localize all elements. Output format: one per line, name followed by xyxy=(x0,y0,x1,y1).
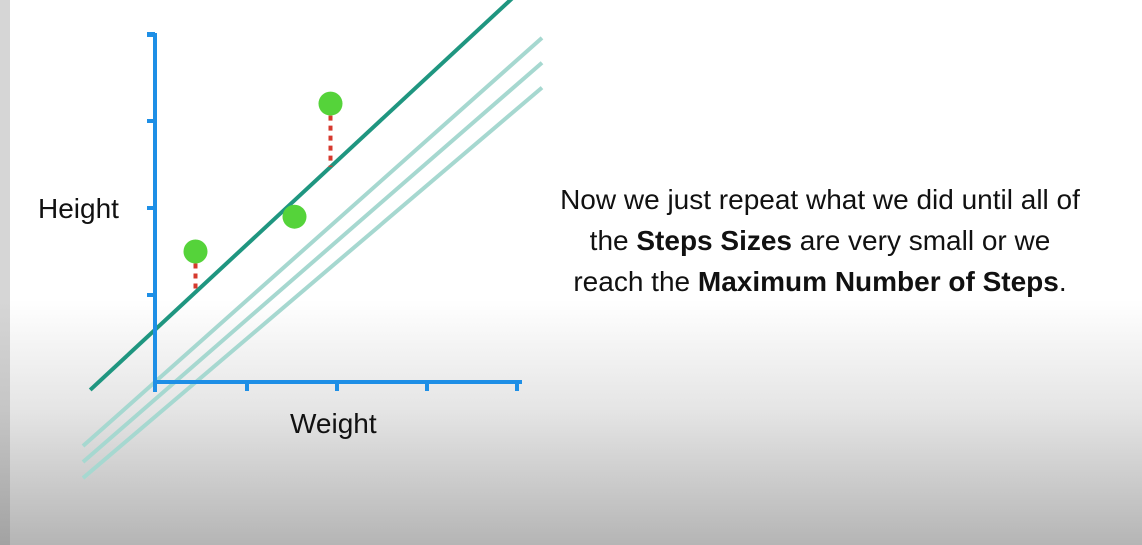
fitted-line xyxy=(88,0,514,392)
caption-bold-max-steps: Maximum Number of Steps xyxy=(697,266,1059,297)
caption-text: Now we just repeat what we did until all… xyxy=(560,179,1080,302)
caption-part1: Now we just repeat what we did until all… xyxy=(560,184,1080,256)
caption-part2: are very small or we reach the xyxy=(573,225,1051,297)
data-point-1 xyxy=(183,239,208,264)
previous-line-2 xyxy=(81,61,544,464)
x-axis-label: Weight xyxy=(290,408,377,439)
caption-part3: . xyxy=(1058,266,1067,297)
previous-line-3 xyxy=(81,86,544,480)
left-edge-strip xyxy=(0,0,10,545)
data-point-2 xyxy=(282,204,307,229)
data-point-3 xyxy=(318,91,343,116)
residuals-group xyxy=(193,115,333,293)
caption-bold-step-sizes: Steps Sizes xyxy=(636,225,793,256)
points-group xyxy=(183,91,343,264)
axes-group xyxy=(147,32,522,392)
previous-line-1 xyxy=(81,36,544,448)
previous-lines-group xyxy=(81,36,544,480)
y-axis-label: Height xyxy=(38,193,119,224)
fitted-line-group xyxy=(88,0,514,392)
